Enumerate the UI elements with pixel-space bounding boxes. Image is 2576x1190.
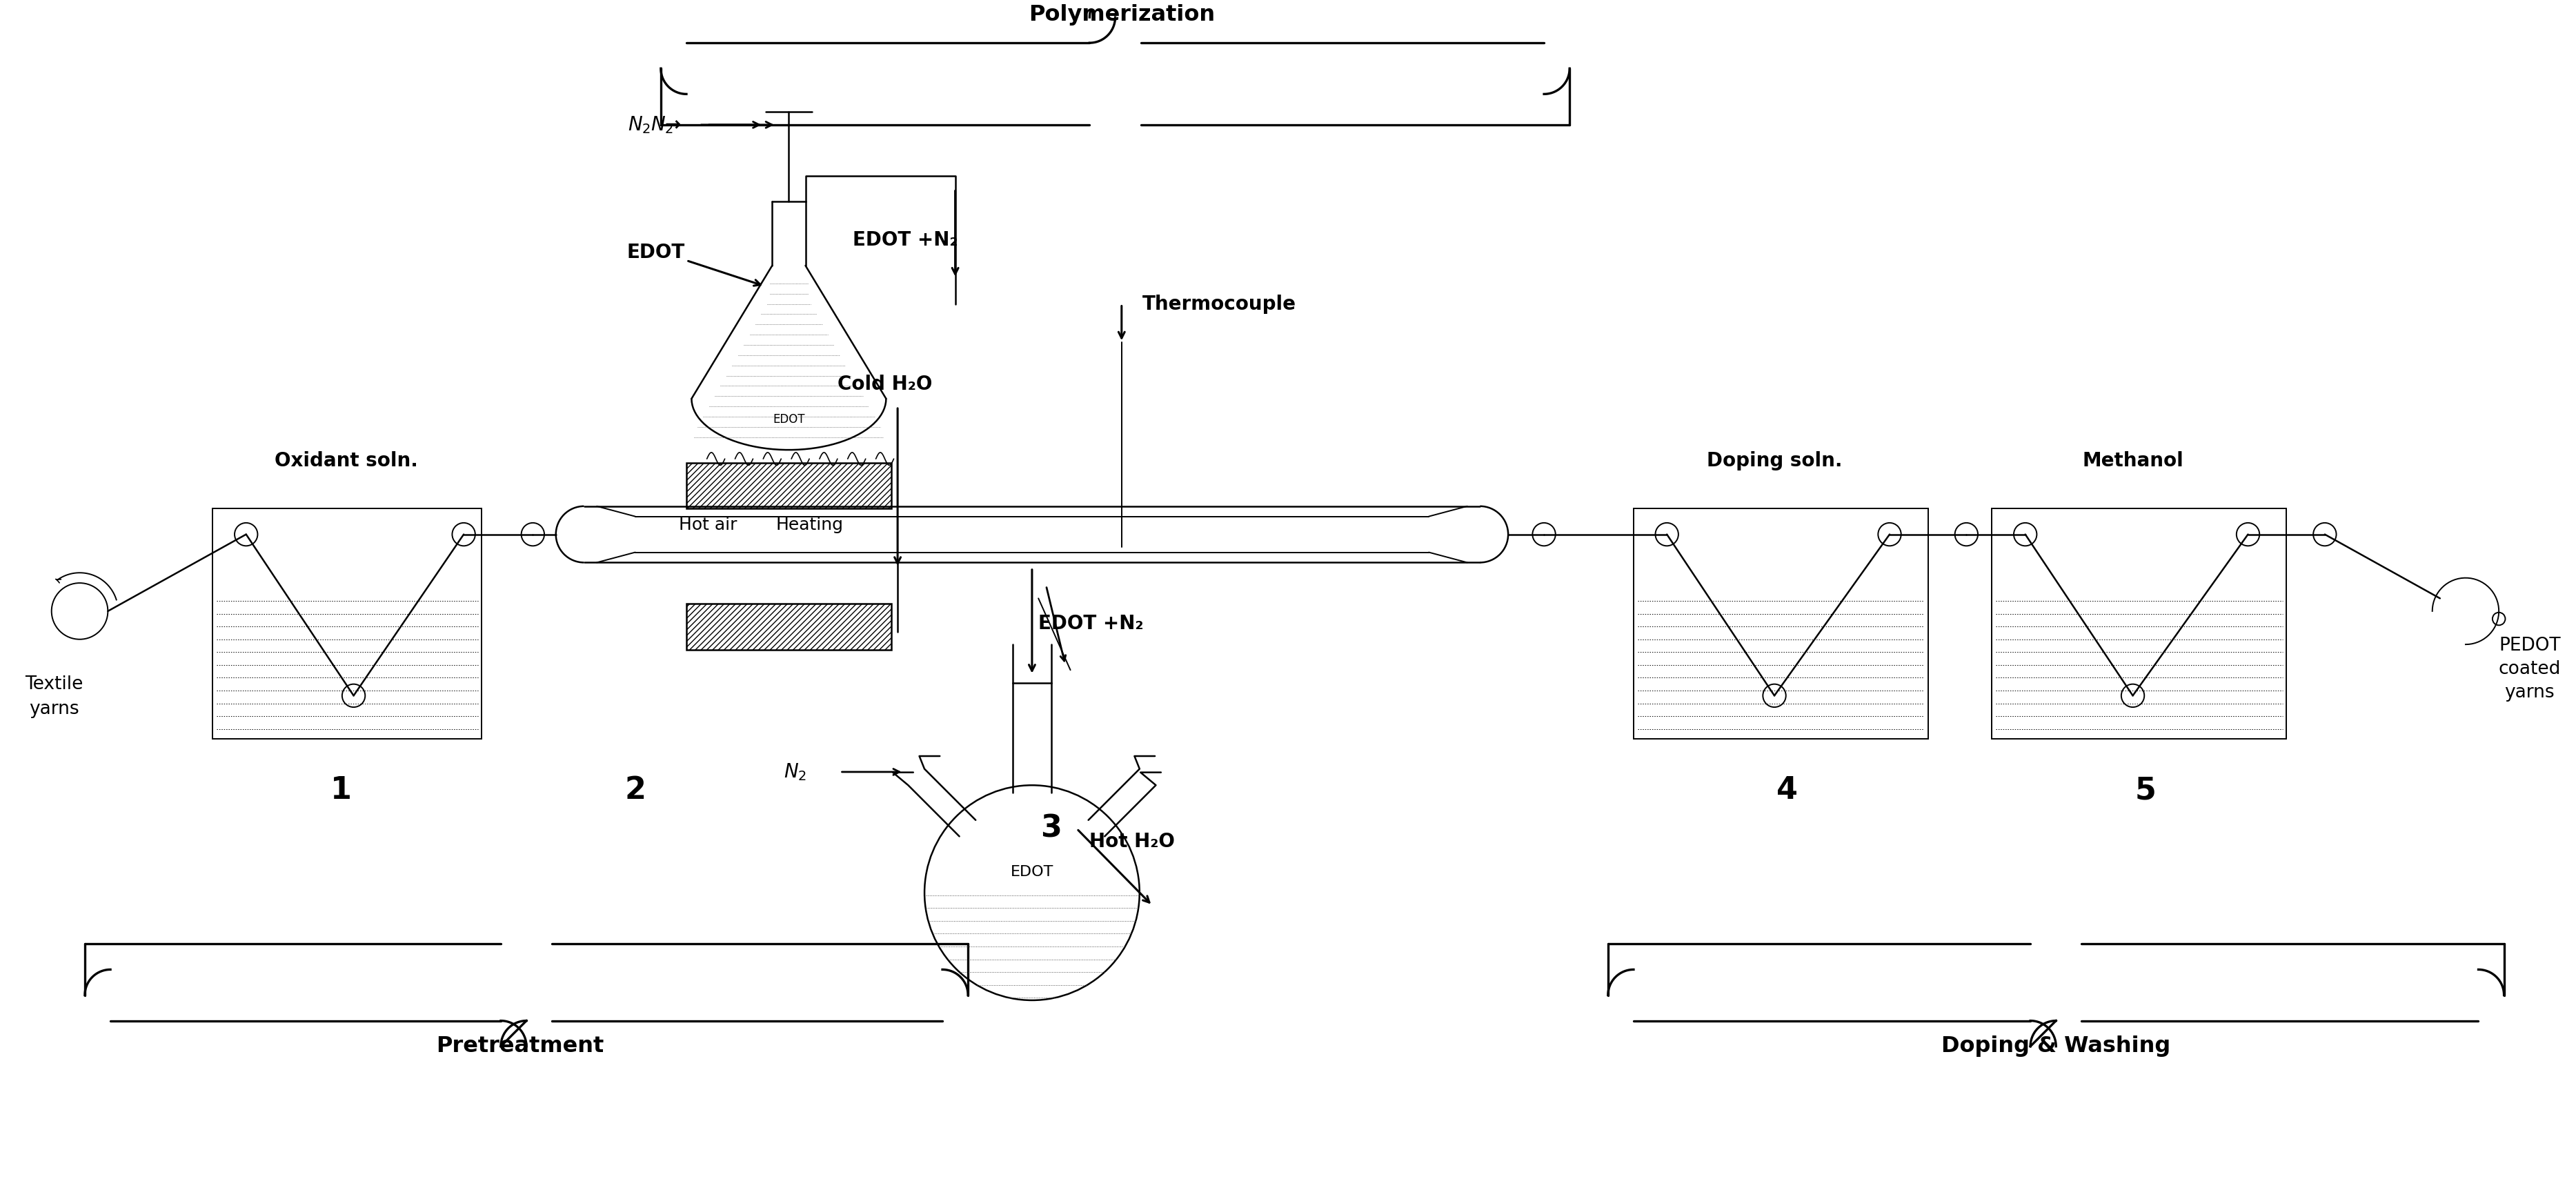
Text: Oxidant soln.: Oxidant soln. [273, 451, 417, 470]
Text: Doping & Washing: Doping & Washing [1942, 1035, 2172, 1057]
Text: 1: 1 [330, 776, 350, 806]
Text: 3: 3 [1041, 814, 1061, 844]
Text: EDOT +N₂: EDOT +N₂ [1038, 614, 1144, 633]
Text: $N_2$  →: $N_2$ → [629, 114, 680, 134]
Text: PEDOT
coated
yarns: PEDOT coated yarns [2499, 637, 2561, 702]
Text: Thermocouple: Thermocouple [1141, 294, 1296, 314]
Text: 5: 5 [2136, 776, 2156, 806]
Bar [685, 463, 891, 509]
Text: $N_2$: $N_2$ [783, 762, 806, 782]
Text: Cold H₂O: Cold H₂O [837, 374, 933, 394]
Text: $N_2$: $N_2$ [652, 114, 672, 134]
Text: Polymerization: Polymerization [1028, 4, 1216, 25]
Text: Hot air: Hot air [677, 516, 737, 533]
Text: EDOT: EDOT [626, 243, 685, 263]
Bar [685, 603, 891, 650]
Text: Pretreatment: Pretreatment [435, 1035, 603, 1057]
Text: Textile
yarns: Textile yarns [26, 675, 82, 718]
Bar [1633, 509, 1927, 739]
Text: Heating: Heating [775, 516, 842, 533]
Text: 2: 2 [623, 776, 647, 806]
Text: Doping soln.: Doping soln. [1708, 451, 1842, 470]
Text: Methanol: Methanol [2081, 451, 2184, 470]
Bar [214, 509, 482, 739]
Text: EDOT: EDOT [1010, 865, 1054, 879]
Bar [1991, 509, 2287, 739]
Text: EDOT +N₂: EDOT +N₂ [853, 231, 958, 250]
Text: EDOT: EDOT [773, 413, 804, 425]
Text: 4: 4 [1777, 776, 1798, 806]
Text: Hot H₂O: Hot H₂O [1090, 832, 1175, 851]
